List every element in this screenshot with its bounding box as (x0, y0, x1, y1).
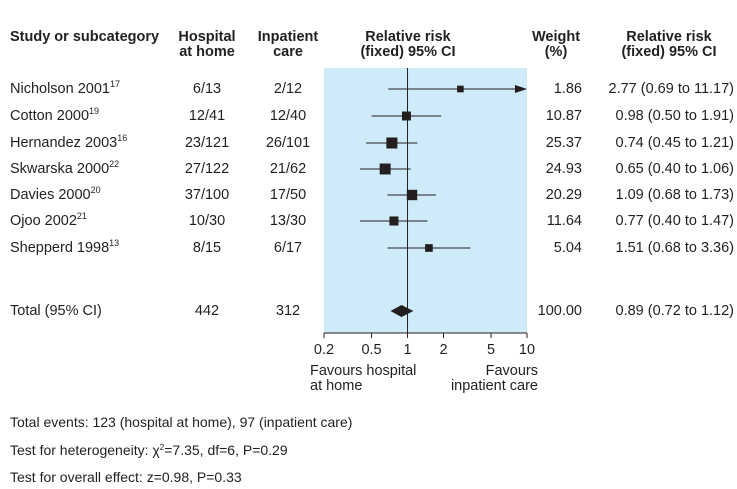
header-hospital: Hospital at home (178, 29, 236, 60)
footnote-overall-effect: Test for overall effect: z=0.98, P=0.33 (10, 469, 242, 485)
total-diamond (390, 305, 414, 317)
total-label: Total (95% CI) (10, 303, 102, 319)
total-inpatient: 312 (275, 303, 301, 319)
hospital-events: 8/15 (192, 240, 222, 256)
favours-inpatient-label: Favours inpatient care (450, 363, 538, 394)
study-name: Ojoo 200221 (10, 211, 87, 230)
study-rr: 0.74 (0.45 to 1.21) (615, 135, 735, 151)
study-weight: 24.93 (545, 161, 582, 177)
favours-hospital-label: Favours hospital at home (310, 363, 417, 394)
study-marker (457, 85, 464, 93)
x-tick-label: 2 (439, 342, 447, 358)
hospital-events: 27/122 (184, 161, 230, 177)
study-name: Davies 200020 (10, 185, 101, 204)
study-weight: 5.04 (553, 240, 582, 256)
inpatient-events: 12/40 (269, 108, 307, 124)
hospital-events: 12/41 (188, 108, 226, 124)
study-weight: 1.86 (553, 81, 582, 97)
study-name: Nicholson 200117 (10, 79, 120, 98)
x-tick-label: 5 (487, 342, 495, 358)
footnote-total-events: Total events: 123 (hospital at home), 97… (10, 414, 353, 430)
study-weight: 11.64 (546, 213, 582, 229)
study-name: Cotton 200019 (10, 106, 100, 125)
header-weight: Weight (%) (531, 29, 581, 60)
study-marker (389, 216, 399, 226)
study-marker (425, 244, 433, 252)
ci-arrow (515, 85, 527, 93)
inpatient-events: 17/50 (269, 187, 307, 203)
inpatient-events: 2/12 (273, 81, 303, 97)
total-weight: 100.00 (537, 303, 582, 319)
total-hospital: 442 (194, 303, 220, 319)
plot-background (324, 68, 527, 333)
study-rr: 0.98 (0.50 to 1.91) (615, 108, 735, 124)
study-weight: 25.37 (545, 135, 582, 151)
study-weight: 20.29 (545, 187, 582, 203)
x-tick-label: 0.5 (361, 342, 381, 358)
study-marker (379, 163, 391, 175)
study-name: Skwarska 200022 (10, 159, 120, 178)
hospital-events: 10/30 (188, 213, 226, 229)
header-inpatient: Inpatient care (257, 29, 319, 60)
inpatient-events: 26/101 (265, 135, 311, 151)
study-marker (406, 189, 418, 201)
study-rr: 0.65 (0.40 to 1.06) (615, 161, 735, 177)
header-study: Study or subcategory (10, 29, 160, 45)
hospital-events: 6/13 (192, 81, 222, 97)
study-name: Hernandez 200316 (10, 133, 128, 152)
study-rr: 1.51 (0.68 to 3.36) (615, 240, 735, 256)
hospital-events: 37/100 (184, 187, 230, 203)
hospital-events: 23/121 (184, 135, 230, 151)
study-name: Shepperd 199813 (10, 238, 120, 257)
total-rr: 0.89 (0.72 to 1.12) (615, 303, 735, 319)
header-rr-text: Relative risk (fixed) 95% CI (621, 29, 717, 60)
study-marker (402, 111, 411, 121)
study-rr: 2.77 (0.69 to 11.17) (608, 81, 735, 97)
x-tick-label: 0.2 (314, 342, 334, 358)
x-tick-label: 10 (519, 342, 535, 358)
study-weight: 10.87 (545, 108, 582, 124)
header-rr-plot: Relative risk (fixed) 95% CI (360, 29, 456, 60)
study-rr: 1.09 (0.68 to 1.73) (615, 187, 735, 203)
footnote-heterogeneity: Test for heterogeneity: χ2=7.35, df=6, P… (10, 442, 288, 458)
study-marker (386, 137, 398, 149)
inpatient-events: 21/62 (269, 161, 307, 177)
study-rr: 0.77 (0.40 to 1.47) (615, 213, 735, 229)
inpatient-events: 6/17 (273, 240, 303, 256)
inpatient-events: 13/30 (269, 213, 307, 229)
x-tick-label: 1 (403, 342, 411, 358)
